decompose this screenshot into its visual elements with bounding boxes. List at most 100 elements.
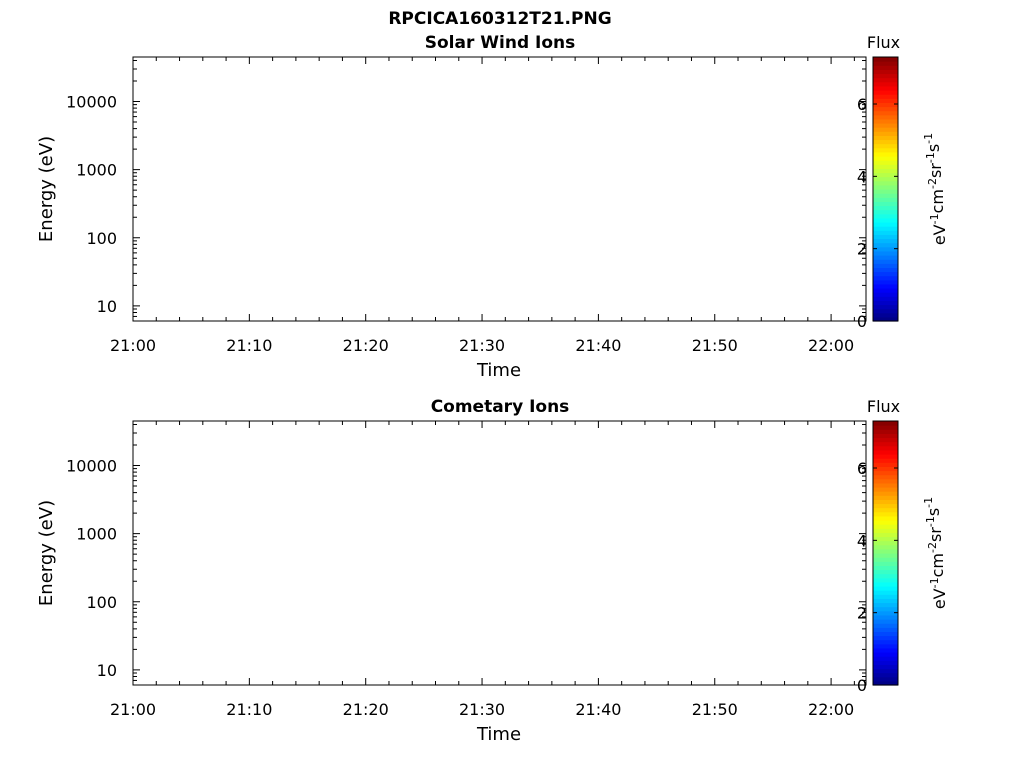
y-axis: 10 100 1000 10000 [66,423,866,686]
colorbar-segment [873,217,898,223]
colorbar-segment [873,226,898,231]
colorbar-segment [873,466,898,472]
colorbar-segment [873,561,898,566]
colorbar-segment [873,619,898,624]
colorbar-segment [873,643,898,649]
colorbar-segment [873,114,898,120]
colorbar-segment [873,511,898,517]
colorbar-segment [873,623,898,628]
colorbar-segment [873,209,898,215]
colorbar-segment [873,106,898,112]
colorbar-segment [873,69,898,75]
colorbar-segment [873,283,898,289]
colorbar-segment [873,160,898,165]
colorbar-segment [873,300,898,306]
colorbar-unit-label: eV-1cm-2sr-1s-1 [922,497,949,609]
colorbar-segment [873,515,898,521]
colorbar-segment [873,312,898,318]
colorbar-segment [873,242,898,248]
y-tick-label: 100 [86,229,117,248]
colorbar-segment [873,193,898,198]
colorbar-segment [873,81,898,87]
colorbar-segment [873,532,898,538]
x-tick-label: 21:40 [575,336,621,355]
colorbar-unit-label: eV-1cm-2sr-1s-1 [922,133,949,245]
colorbar-segment [873,602,898,608]
colorbar-segment [873,553,898,558]
colorbar-tick-label: 4 [857,531,867,550]
x-tick-label: 21:20 [343,700,389,719]
x-axis: 21:00 21:10 21:20 21:30 21:40 21:50 22:00 [110,421,855,719]
colorbar-segment [873,135,898,141]
colorbar-segment [873,437,898,443]
y-tick-label: 1000 [76,161,117,180]
colorbar-segment [873,647,898,653]
colorbar-segment [873,147,898,153]
colorbar-segment [873,536,898,542]
colorbar-segment [873,172,898,178]
x-tick-label: 22:00 [808,700,854,719]
colorbar-tick-label: 6 [857,459,867,478]
colorbar-title: Flux [867,33,900,52]
colorbar-segment [873,98,898,103]
colorbar-segment [873,425,898,430]
colorbar-segment [873,304,898,310]
colorbar-segment [873,491,898,496]
colorbar-segment [873,213,898,219]
colorbar-segment [873,73,898,79]
colorbar-segment [873,676,898,682]
colorbar-segment [873,429,898,434]
colorbar-tick-label: 4 [857,167,867,186]
colorbar-segment [873,184,898,190]
colorbar-segment [873,222,898,227]
x-tick-label: 21:30 [459,336,505,355]
colorbar-segment [873,118,898,124]
colorbar-segment [873,462,898,467]
colorbar-segment [873,598,898,604]
colorbar-segment [873,85,898,91]
colorbar-segment [873,189,898,194]
colorbar-segment [873,421,898,426]
colorbar-segment [873,652,898,657]
plot-frame [132,56,867,322]
colorbar-segment [873,610,898,616]
x-tick-label: 21:00 [110,336,156,355]
x-tick-label: 22:00 [808,336,854,355]
colorbar-segment [873,433,898,439]
colorbar-segment [873,197,898,202]
colorbar-segment [873,581,898,587]
y-tick-label: 10000 [66,457,117,476]
colorbar-segment [873,164,898,169]
x-axis-label: Time [476,360,521,381]
colorbar-segment [873,627,898,632]
colorbar-segment [873,454,898,459]
colorbar-segment [873,470,898,476]
colorbar-segment [873,250,898,256]
colorbar-segment [873,57,898,62]
colorbar-segment [873,102,898,108]
colorbar-tick-label: 2 [857,604,867,623]
y-tick-label: 1000 [76,525,117,544]
colorbar-segment [873,449,898,455]
colorbar-segment [873,267,898,273]
colorbar-segment [873,668,898,674]
colorbar-segment [873,65,898,70]
colorbar-segment [873,660,898,665]
colorbar-tick-label: 6 [857,95,867,114]
colorbar-segment [873,594,898,599]
colorbar-segment [873,573,898,579]
colorbar-segment [873,296,898,301]
colorbar-segment [873,127,898,132]
colorbar-segment [873,606,898,612]
colorbar-segment [873,205,898,211]
colorbar-segment [873,77,898,83]
x-axis: 21:00 21:10 21:20 21:30 21:40 21:50 22:00 [110,57,855,355]
colorbar-segment [873,548,898,554]
colorbar-segment [873,569,898,575]
x-tick-label: 21:20 [343,336,389,355]
colorbar-segment [873,672,898,678]
colorbar: 0 2 4 6 Flux eV-1cm-2sr-1s-1 [857,397,949,695]
figure-title: RPCICA160312T21.PNG [388,9,611,29]
colorbar-segment [873,156,898,161]
